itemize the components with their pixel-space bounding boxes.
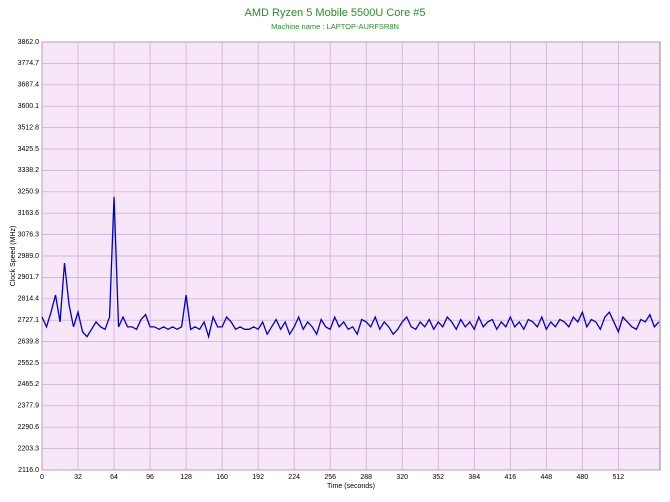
y-tick-label: 2203.3 bbox=[18, 445, 40, 452]
y-tick-label: 3774.7 bbox=[18, 60, 40, 67]
y-tick-label: 2989.0 bbox=[18, 253, 40, 260]
chart-title: AMD Ryzen 5 Mobile 5500U Core #5 bbox=[245, 7, 426, 19]
y-tick-label: 2814.4 bbox=[18, 296, 40, 303]
y-tick-label: 3687.4 bbox=[18, 82, 40, 89]
y-tick-label: 2552.5 bbox=[18, 360, 40, 367]
x-tick-label: 480 bbox=[576, 474, 588, 481]
y-tick-label: 2465.2 bbox=[18, 381, 40, 388]
x-tick-label: 224 bbox=[288, 474, 300, 481]
y-tick-label: 2727.1 bbox=[18, 317, 40, 324]
y-tick-label: 2901.7 bbox=[18, 274, 40, 281]
y-tick-label: 2639.8 bbox=[18, 338, 40, 345]
x-tick-label: 416 bbox=[504, 474, 516, 481]
y-tick-label: 3163.6 bbox=[18, 210, 40, 217]
x-axis-label: Time (seconds) bbox=[327, 483, 375, 490]
y-tick-label: 3512.8 bbox=[18, 124, 40, 131]
x-tick-label: 320 bbox=[396, 474, 408, 481]
x-tick-label: 128 bbox=[180, 474, 192, 481]
y-tick-label: 3250.9 bbox=[18, 189, 40, 196]
x-tick-label: 0 bbox=[40, 474, 44, 481]
x-tick-label: 160 bbox=[216, 474, 228, 481]
y-tick-label: 2116.0 bbox=[18, 467, 39, 474]
x-tick-label: 352 bbox=[432, 474, 444, 481]
x-tick-label: 512 bbox=[613, 474, 625, 481]
y-tick-label: 3600.1 bbox=[18, 103, 40, 110]
x-tick-label: 384 bbox=[468, 474, 480, 481]
x-tick-label: 64 bbox=[110, 474, 118, 481]
x-tick-label: 256 bbox=[324, 474, 336, 481]
x-tick-label: 288 bbox=[360, 474, 372, 481]
x-tick-label: 96 bbox=[146, 474, 154, 481]
y-tick-label: 2377.9 bbox=[18, 403, 40, 410]
y-tick-label: 3076.3 bbox=[18, 231, 40, 238]
y-axis-label: Clock Speed (MHz) bbox=[10, 226, 17, 287]
x-tick-label: 448 bbox=[540, 474, 552, 481]
y-tick-label: 3338.2 bbox=[18, 167, 40, 174]
x-tick-label: 32 bbox=[74, 474, 82, 481]
x-tick-label: 192 bbox=[252, 474, 264, 481]
data-line bbox=[41, 196, 660, 340]
chart-subtitle: Machine name : LAPTOP-AURFSR8N bbox=[271, 22, 399, 31]
y-tick-label: 3862.0 bbox=[18, 39, 40, 46]
y-tick-label: 2290.6 bbox=[18, 424, 40, 431]
y-tick-label: 3425.5 bbox=[18, 146, 40, 153]
